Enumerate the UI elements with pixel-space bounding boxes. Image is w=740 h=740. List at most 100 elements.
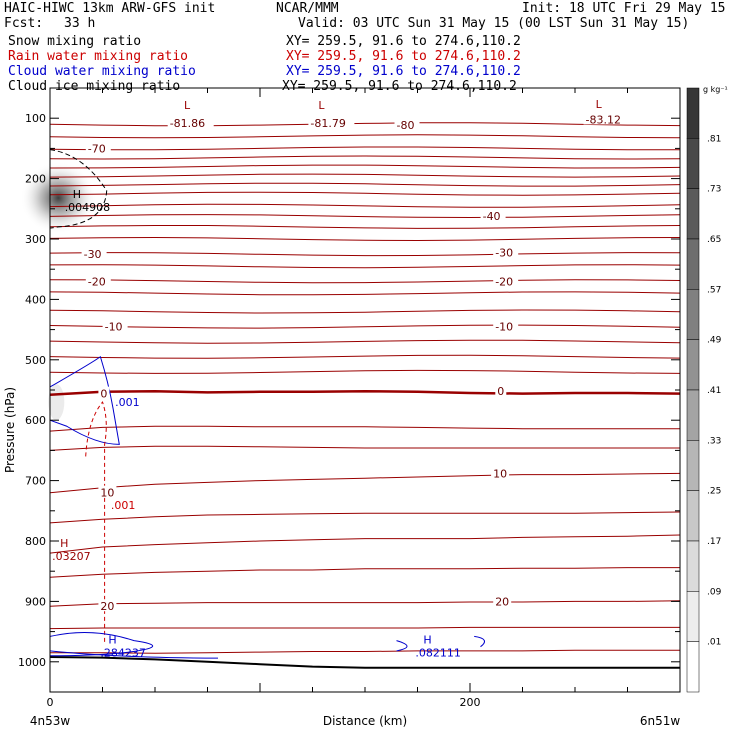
terrain-line xyxy=(49,656,680,669)
isotherm-label: -81.79 xyxy=(310,117,345,130)
colorbar-segment xyxy=(686,440,700,491)
y-tick-label: 900 xyxy=(25,595,46,608)
isotherm-label: -40 xyxy=(483,210,501,223)
isotherm-line xyxy=(49,511,681,524)
y-tick-label: 800 xyxy=(25,535,46,548)
right-endpoint-label: 6n51w xyxy=(640,714,681,728)
colorbar: .81 .73 .65 .57 .49 .41 .33 .25 .17 .09 .01 g kg⁻¹ xyxy=(686,85,728,693)
y-tick-label: 100 xyxy=(25,112,46,125)
colorbar-segment xyxy=(686,389,700,441)
isotherm-label: -70 xyxy=(88,142,106,155)
forecast-label: Fcst: xyxy=(4,16,44,31)
x-axis-title: Distance (km) xyxy=(323,714,407,728)
colorbar-label: .41 xyxy=(707,386,721,396)
temperature-contours xyxy=(49,122,681,669)
isotherm-line xyxy=(49,173,681,178)
extremum-mark: H xyxy=(73,188,81,201)
extremum-mark: L xyxy=(318,99,325,112)
colorbar-segment xyxy=(686,289,700,340)
field-xy-rain: XY= 259.5, 91.6 to 274.6,110.2 xyxy=(286,49,521,64)
colorbar-label: .09 xyxy=(707,587,722,597)
field-name-rain: Rain water mixing ratio xyxy=(8,49,189,64)
cloud-water-contour-right xyxy=(396,635,486,652)
isotherm-line xyxy=(49,369,681,374)
isotherm-label: -10 xyxy=(105,321,123,334)
isotherm-line xyxy=(49,472,681,494)
isotherm-label: 0 xyxy=(100,388,107,401)
extremum-mark: L xyxy=(596,98,603,111)
isotherm-line xyxy=(49,191,681,196)
isotherm-label: -10 xyxy=(495,321,513,334)
colorbar-segment xyxy=(686,490,700,542)
isotherm-label-bg xyxy=(98,485,117,498)
y-tick-label: 1000 xyxy=(18,656,46,669)
contour-value-bg xyxy=(114,395,145,408)
y-tick-label: 300 xyxy=(25,233,46,246)
isotherm-line xyxy=(49,155,681,160)
forecast-hour: 33 h xyxy=(64,16,96,31)
init-time: Init: 18 UTC Fri 29 May 15 xyxy=(522,1,726,16)
cloud-shading-low xyxy=(48,384,65,421)
y-tick-label: 200 xyxy=(25,173,46,186)
valid-time: Valid: 03 UTC Sun 31 May 15 (00 LST Sun … xyxy=(298,16,690,31)
colorbar-segment xyxy=(686,641,700,693)
isotherm-line xyxy=(49,225,681,229)
isotherm-label-bg xyxy=(491,466,510,479)
y-axis-title: Pressure (hPa) xyxy=(3,387,17,473)
colorbar-segment xyxy=(686,540,700,592)
colorbar-segment xyxy=(686,87,700,139)
extremum-mark: L xyxy=(184,99,191,112)
chart-title: HAIC-HIWC 13km ARW-GFS init xyxy=(4,1,216,16)
isotherm-line xyxy=(49,445,680,451)
extremum-mark: H xyxy=(108,634,116,647)
isotherm-line xyxy=(49,134,681,139)
isotherm-label: 20 xyxy=(100,600,114,613)
organization-label: NCAR/MMM xyxy=(276,1,339,16)
colorbar-label: .01 xyxy=(707,638,721,648)
mixing-ratio-contours xyxy=(49,149,486,659)
isotherm-line xyxy=(49,264,681,269)
extremum-value: .004908 xyxy=(65,201,111,214)
isotherm-label: 0 xyxy=(497,385,504,398)
colorbar-label: .65 xyxy=(707,235,721,245)
colorbar-label: .73 xyxy=(707,185,721,195)
isotherm-label: 20 xyxy=(495,595,509,608)
x-tick-label: 0 xyxy=(47,696,54,709)
isotherm-label-bg xyxy=(98,599,117,612)
isotherm-line xyxy=(49,252,681,257)
extremum-mark: H xyxy=(60,537,68,550)
colorbar-label: .25 xyxy=(707,487,721,497)
field-name-cloud-ice: Cloud ice mixing ratio xyxy=(8,79,181,94)
colorbar-label: .17 xyxy=(707,537,721,547)
isotherm-line xyxy=(49,389,681,397)
isotherm-label-bg xyxy=(493,319,519,332)
rain-contour xyxy=(85,401,107,644)
y-tick-label: 700 xyxy=(25,475,46,488)
isotherm-label-bg xyxy=(85,141,111,154)
isotherm-label-bg xyxy=(493,245,519,258)
isotherm-line xyxy=(49,164,681,169)
isotherm-label: 10 xyxy=(493,467,507,480)
isotherm-label: -83.12 xyxy=(586,113,621,126)
isotherm-label-bg xyxy=(167,116,214,129)
isotherm-label: -80 xyxy=(397,119,415,132)
isotherm-line xyxy=(49,279,681,284)
isotherm-label: -30 xyxy=(84,248,102,261)
isotherm-label-bg xyxy=(102,319,128,332)
cloud-water-contour-ground xyxy=(49,650,219,659)
isotherm-label-bg xyxy=(493,594,512,607)
colorbar-label: .49 xyxy=(707,336,722,346)
colorbar-unit: g kg⁻¹ xyxy=(703,85,728,94)
isotherm-label-bg xyxy=(583,112,630,125)
colorbar-segment xyxy=(686,188,700,240)
isotherm-line xyxy=(49,567,680,578)
cloud-water-contour-low xyxy=(49,631,154,657)
left-endpoint-label: 4n53w xyxy=(30,714,71,728)
contour-value-label: .001 xyxy=(111,499,135,512)
isotherm-label: -81.86 xyxy=(170,117,205,130)
y-tick-label: 600 xyxy=(25,414,46,427)
contour-value-bg xyxy=(109,497,140,510)
y-tick-label: 500 xyxy=(25,354,46,367)
y-tick-label: 400 xyxy=(25,293,46,306)
